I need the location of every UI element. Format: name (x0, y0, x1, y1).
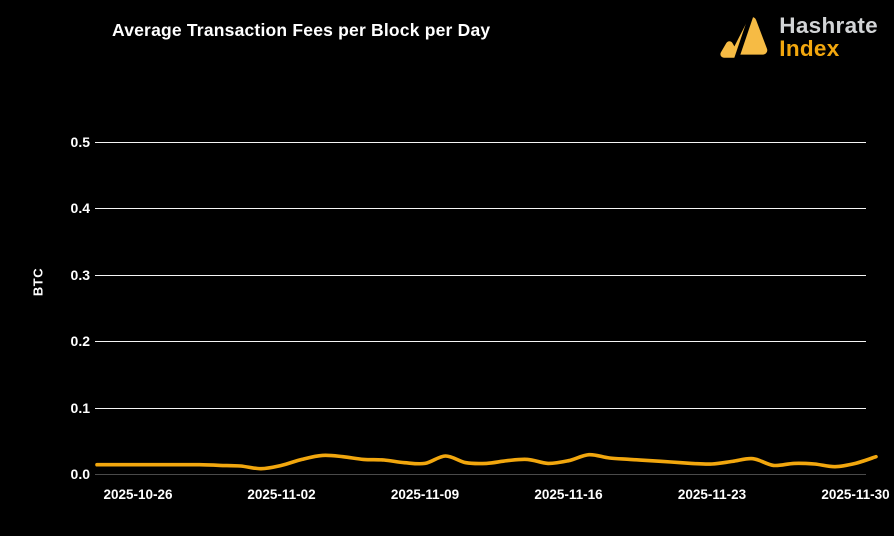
logo-text-hashrate: Hashrate (779, 13, 878, 38)
gridline (95, 341, 866, 342)
y-tick-label: 0.3 (70, 266, 90, 283)
fee-line-series (95, 452, 878, 471)
x-tick-label: 2025-11-02 (247, 487, 316, 502)
y-tick-label: 0.2 (70, 333, 90, 349)
hashrate-index-logo-icon (720, 14, 768, 62)
gridline (95, 141, 866, 143)
x-tick-label: 2025-11-16 (534, 487, 603, 502)
brand-logo: Hashrate Index (720, 12, 878, 62)
gridline (95, 274, 866, 276)
x-tick-label: 2025-10-26 (103, 487, 173, 502)
y-tick-label: 0.4 (70, 200, 90, 216)
y-tick-label: 0.0 (70, 466, 90, 482)
x-tick-label: 2025-11-23 (677, 487, 747, 502)
gridline (95, 407, 866, 409)
y-tick-label: 0.5 (70, 133, 90, 150)
x-tick-label: 2025-11-09 (390, 487, 460, 502)
logo-wordmark: Hashrate Index (779, 14, 878, 60)
y-axis-label: BTC (30, 267, 46, 297)
gridline (95, 208, 866, 209)
zero-axis-line (95, 474, 866, 475)
logo-text-index: Index (779, 36, 840, 61)
x-tick-label: 2025-11-30 (821, 487, 890, 502)
page-title: Average Transaction Fees per Block per D… (112, 20, 491, 40)
y-tick-label: 0.1 (70, 399, 90, 416)
